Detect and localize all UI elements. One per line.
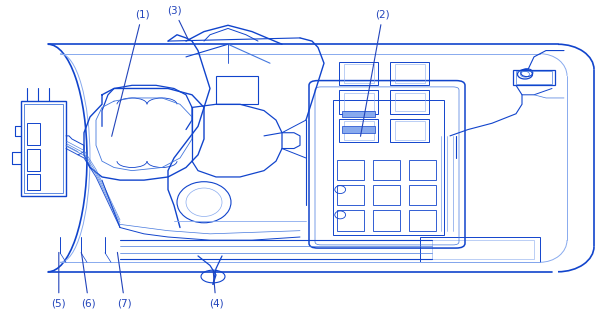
Bar <box>24 104 63 193</box>
Bar <box>420 237 540 262</box>
Bar <box>21 101 66 196</box>
Bar <box>342 111 375 117</box>
Bar <box>409 210 436 231</box>
Bar <box>513 70 555 85</box>
Bar <box>339 90 378 114</box>
Text: (7): (7) <box>118 252 132 308</box>
Bar <box>395 121 425 140</box>
Bar <box>339 118 378 142</box>
Bar <box>344 121 374 140</box>
Bar <box>373 160 400 180</box>
Bar <box>337 185 364 205</box>
Bar <box>432 240 534 259</box>
Bar <box>216 76 258 104</box>
Text: (1): (1) <box>112 9 149 136</box>
Text: (4): (4) <box>209 271 223 308</box>
Bar <box>27 174 40 190</box>
Bar <box>339 62 378 85</box>
Text: (6): (6) <box>82 252 96 308</box>
Bar <box>344 93 374 111</box>
Bar <box>344 64 374 83</box>
Bar <box>373 210 400 231</box>
Bar <box>390 90 429 114</box>
Text: (2): (2) <box>361 9 390 136</box>
Bar <box>333 100 444 235</box>
Bar <box>516 71 552 84</box>
Bar <box>395 93 425 111</box>
Bar <box>373 185 400 205</box>
Bar <box>409 185 436 205</box>
Bar <box>337 160 364 180</box>
Text: (3): (3) <box>167 5 188 39</box>
Bar <box>337 210 364 231</box>
Bar <box>395 64 425 83</box>
Bar <box>27 149 40 171</box>
Text: (5): (5) <box>52 252 66 308</box>
Bar <box>390 62 429 85</box>
Bar <box>390 118 429 142</box>
Bar <box>342 126 375 133</box>
Bar <box>409 160 436 180</box>
Bar <box>27 123 40 145</box>
